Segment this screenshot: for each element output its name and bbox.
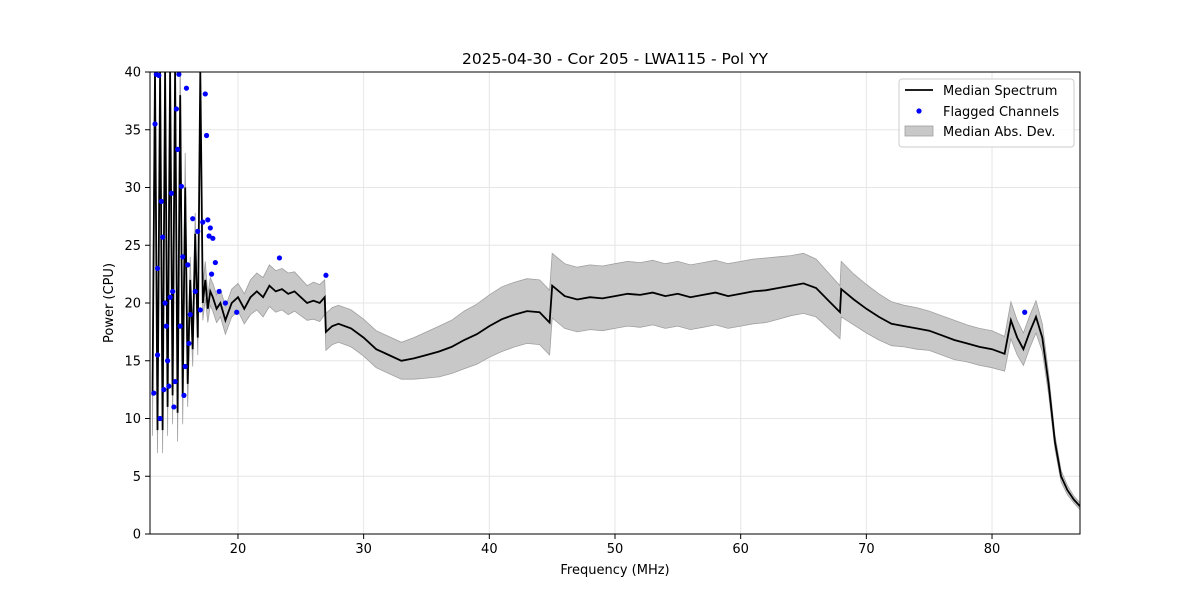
- flagged-channel-point: [212, 259, 218, 266]
- x-axis-ticks: 20 30 40 50 60 70 80: [230, 534, 1001, 557]
- legend-flagged-label: Flagged Channels: [943, 105, 1059, 120]
- flagged-channel-point: [205, 217, 211, 223]
- y-tick-label: 5: [133, 470, 141, 485]
- flagged-channel-point: [222, 300, 229, 306]
- flagged-channel-point: [183, 85, 190, 91]
- y-axis-ticks: 0 5 10 15 20 25 30 35 40: [124, 66, 150, 543]
- flagged-channel-point: [202, 91, 208, 97]
- flagged-channel-point: [162, 300, 168, 306]
- flagged-channel-point: [177, 323, 183, 329]
- flagged-channel-point: [151, 390, 157, 396]
- flagged-channel-point: [186, 340, 192, 347]
- flagged-channel-point: [170, 288, 176, 295]
- flagged-channel-point: [172, 378, 178, 385]
- y-tick-label: 30: [124, 181, 141, 196]
- legend-flagged-marker: [916, 108, 922, 114]
- flagged-channel-point: [190, 216, 196, 222]
- x-tick-label: 60: [732, 542, 749, 557]
- flagged-channel-point: [207, 225, 213, 231]
- x-tick-label: 80: [984, 542, 1001, 557]
- flagged-channel-point: [168, 190, 174, 196]
- legend-mad-label: Median Abs. Dev.: [943, 125, 1055, 140]
- flagged-channels-points: [151, 72, 1028, 422]
- plot-area: [151, 72, 1080, 511]
- y-tick-label: 20: [124, 297, 141, 312]
- x-tick-label: 20: [230, 542, 247, 557]
- flagged-channel-point: [210, 235, 216, 241]
- flagged-channel-point: [178, 183, 185, 189]
- flagged-channel-point: [164, 358, 171, 364]
- median-abs-dev-band: [152, 72, 1080, 511]
- flagged-channel-point: [197, 307, 203, 313]
- median-spectrum-line: [151, 72, 1080, 507]
- flagged-channel-point: [157, 415, 163, 422]
- flagged-channel-point: [323, 272, 329, 278]
- flagged-channel-point: [187, 311, 193, 318]
- legend: Median Spectrum Flagged Channels Median …: [898, 78, 1075, 148]
- y-tick-label: 10: [124, 412, 141, 427]
- y-tick-label: 35: [124, 123, 141, 138]
- legend-mad-swatch: [904, 125, 934, 137]
- flagged-channel-point: [166, 383, 172, 389]
- flagged-channel-point: [208, 271, 215, 277]
- flagged-channel-point: [171, 404, 177, 410]
- flagged-channel-point: [173, 106, 179, 112]
- y-tick-label: 15: [124, 354, 141, 369]
- y-axis-label: Power (CPU): [102, 263, 117, 343]
- flagged-channel-point: [154, 352, 161, 358]
- flagged-channel-point: [167, 294, 173, 300]
- flagged-channel-point: [158, 198, 164, 204]
- flagged-channel-point: [206, 233, 212, 239]
- x-tick-label: 40: [481, 542, 498, 557]
- flagged-channel-point: [180, 254, 186, 260]
- flagged-channel-point: [185, 262, 191, 268]
- flagged-channel-point: [216, 288, 222, 295]
- x-tick-label: 50: [607, 542, 624, 557]
- flagged-channel-point: [203, 132, 210, 139]
- flagged-channel-point: [276, 255, 283, 261]
- flagged-channel-point: [176, 72, 182, 77]
- flagged-channel-point: [154, 265, 161, 271]
- flagged-channel-point: [152, 121, 158, 127]
- flagged-channel-point: [234, 309, 240, 315]
- flagged-channel-point: [181, 392, 187, 398]
- flagged-channel-point: [156, 72, 162, 79]
- legend-box: [898, 78, 1075, 148]
- y-tick-label: 0: [133, 528, 141, 543]
- flagged-channel-point: [182, 363, 188, 370]
- flagged-channel-point: [200, 219, 206, 225]
- flagged-channel-point: [195, 228, 201, 234]
- flagged-channel-point: [163, 323, 169, 329]
- y-tick-label: 25: [124, 239, 141, 254]
- flagged-channel-point: [159, 234, 166, 240]
- chart-title: 2025-04-30 - Cor 205 - LWA115 - Pol YY: [462, 50, 768, 68]
- x-tick-label: 30: [355, 542, 372, 557]
- x-tick-label: 70: [858, 542, 875, 557]
- y-tick-label: 40: [124, 66, 141, 81]
- legend-median-label: Median Spectrum: [943, 84, 1057, 99]
- flagged-channel-point: [1022, 309, 1028, 315]
- flagged-channel-point: [161, 387, 167, 393]
- flagged-channel-point: [175, 146, 181, 152]
- x-axis-label: Frequency (MHz): [560, 563, 669, 578]
- flagged-channel-point: [192, 288, 198, 295]
